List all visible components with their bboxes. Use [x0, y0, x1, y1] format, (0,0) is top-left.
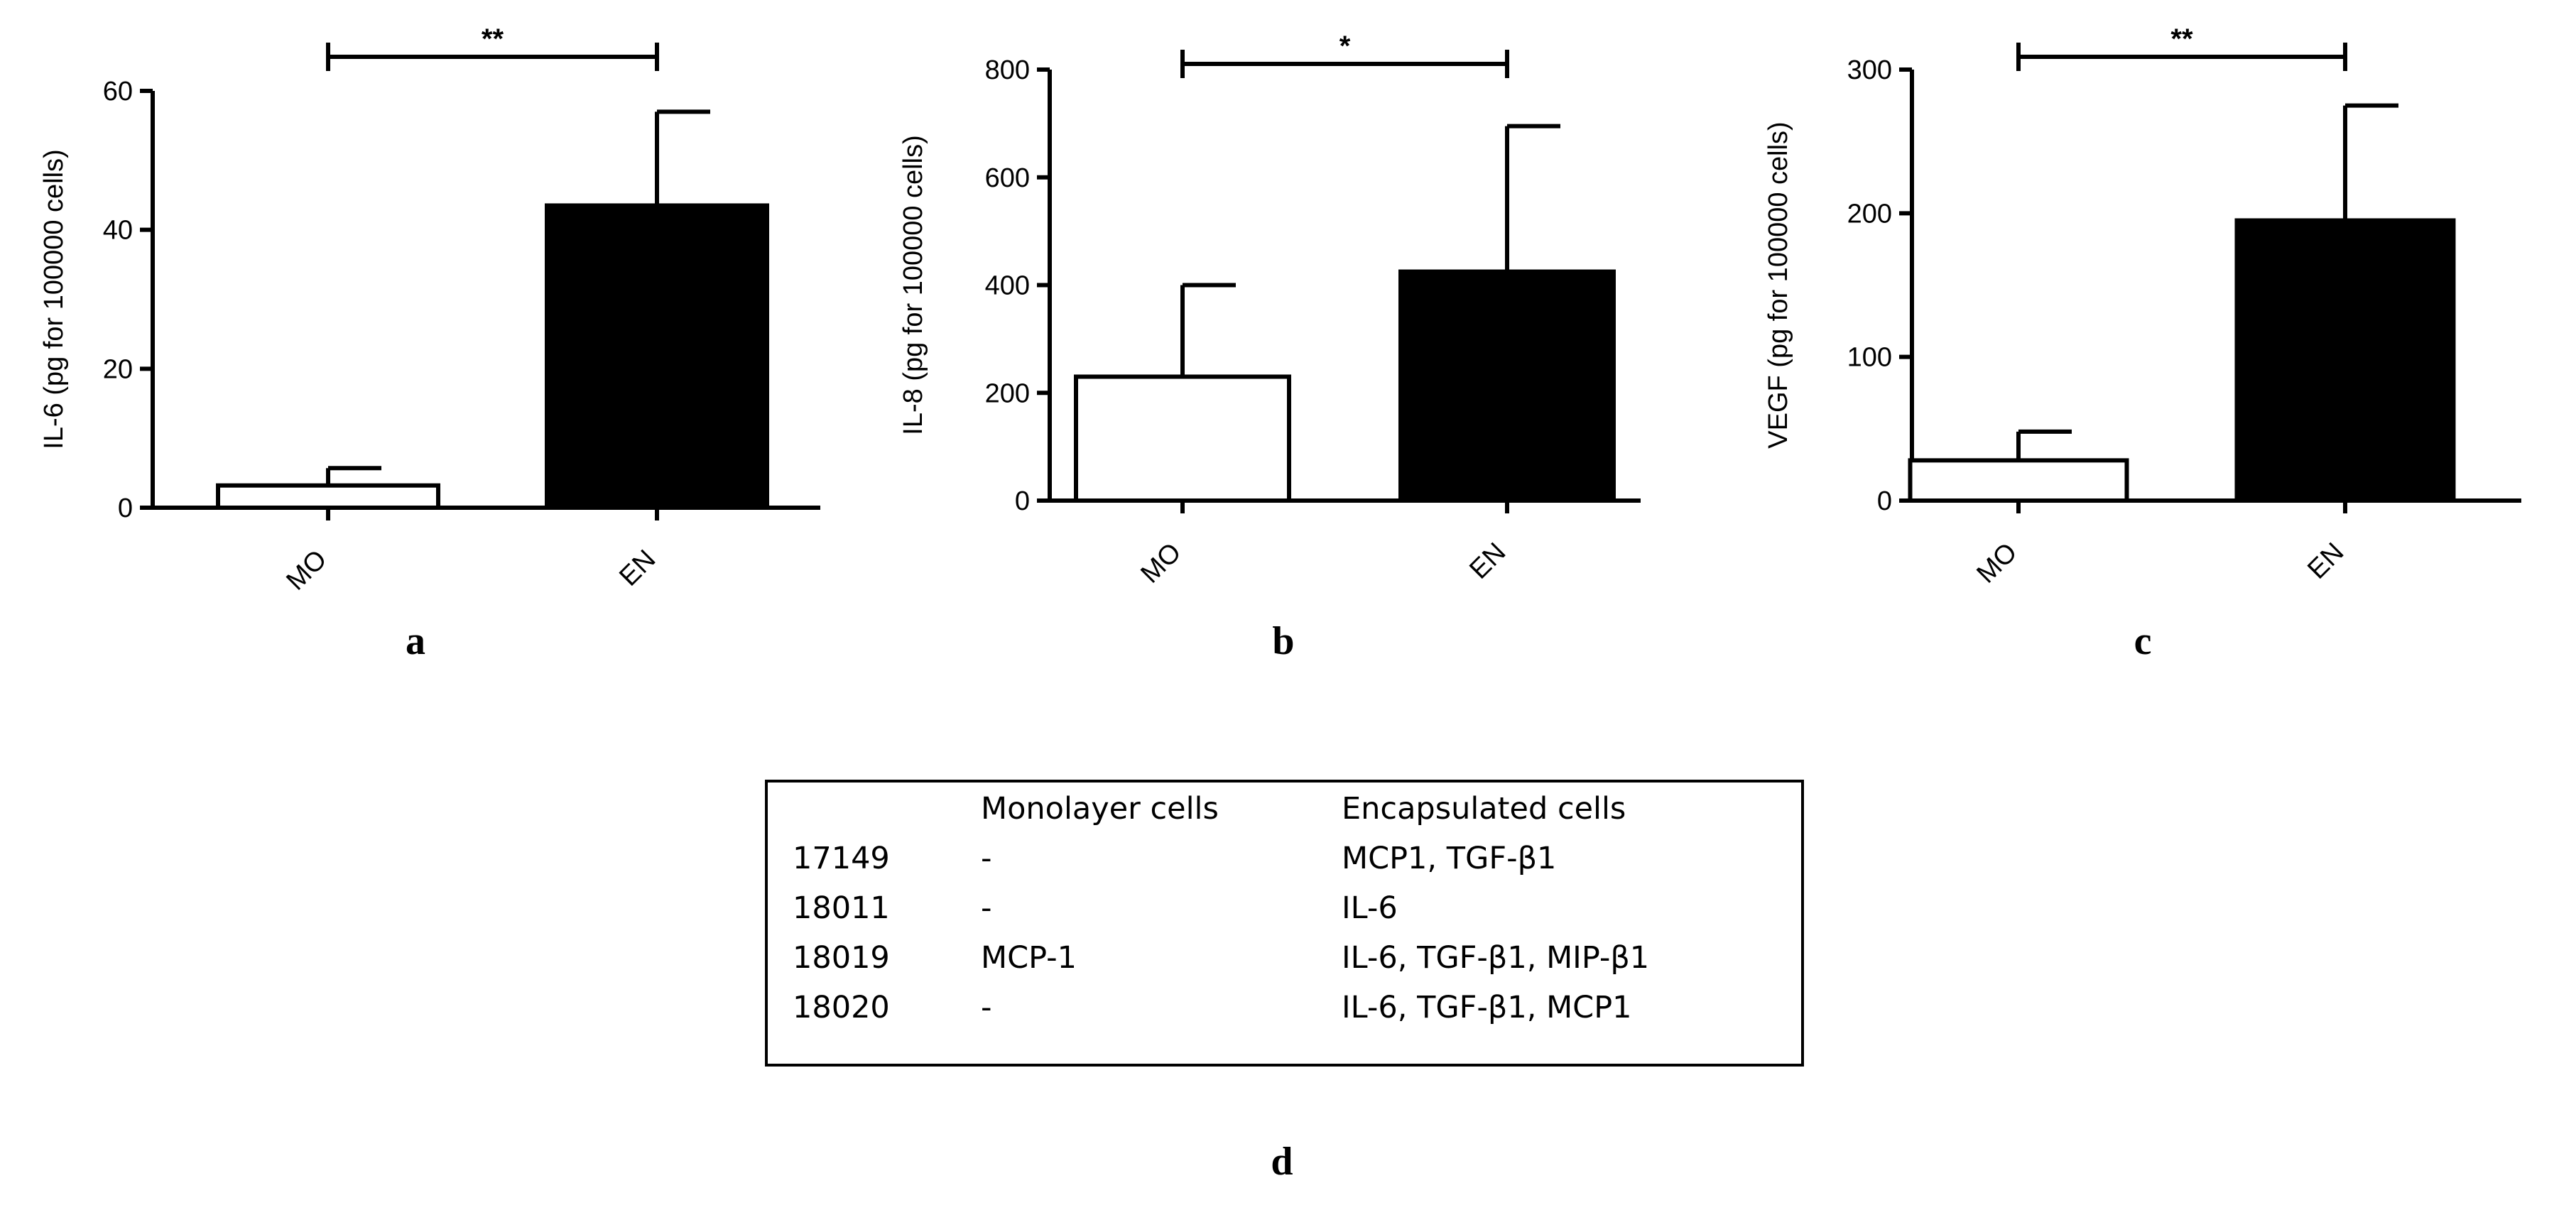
row-encapsulated: MCP1, TGF-β1 [1342, 841, 1557, 876]
y-axis-label: IL-8 (pg for 100000 cells) [898, 135, 928, 435]
chart-il8: 0 200 400 600 800 IL-8 (pg for 100000 cells) M… [898, 31, 1641, 589]
bar-mo [1908, 458, 2129, 503]
panel-letter-b: b [1272, 619, 1295, 663]
y-axis-label: IL-6 (pg for 100000 cells) [39, 149, 69, 449]
header-monolayer: Monolayer cells [981, 791, 1219, 827]
y-tick-label: 0 [1877, 486, 1892, 516]
header-encapsulated: Encapsulated cells [1342, 791, 1626, 827]
significance-label: ** [482, 23, 504, 55]
y-tick-label: 20 [103, 354, 133, 384]
y-tick-label: 40 [103, 216, 133, 246]
row-id: 18020 [793, 990, 890, 1025]
bar-en [1398, 269, 1616, 503]
row-monolayer: - [981, 990, 992, 1025]
y-tick-label: 0 [1015, 486, 1030, 516]
bar-en [545, 203, 769, 510]
bar-mo [1074, 374, 1291, 503]
x-tick-label: MO [1971, 538, 2023, 589]
y-tick-label: 60 [103, 77, 133, 107]
row-monolayer: - [981, 841, 992, 876]
cytokine-table: Monolayer cells Encapsulated cells 17149… [765, 780, 1804, 1067]
y-tick-label: 600 [985, 163, 1030, 193]
x-tick-label: MO [1135, 538, 1187, 589]
y-tick-label: 800 [985, 55, 1030, 85]
y-tick-label: 0 [118, 494, 133, 523]
panel-letter-d: d [1271, 1140, 1293, 1184]
panel-letter-a: a [406, 619, 425, 663]
row-id: 17149 [793, 841, 890, 876]
y-tick-label: 200 [1847, 199, 1892, 229]
y-axis-label: VEGF (pg for 100000 cells) [1763, 121, 1793, 448]
significance-label: ** [2170, 23, 2193, 55]
panel-letter-c: c [2134, 619, 2152, 663]
x-tick-label: EN [1464, 538, 1511, 585]
row-encapsulated: IL-6, TGF-β1, MCP1 [1342, 990, 1632, 1025]
y-tick-label: 400 [985, 271, 1030, 301]
chart-vegf: 0 100 200 300 VEGF (pg for 100000 cells) MO EN… [1763, 23, 2521, 589]
table-header-row: Monolayer cells Encapsulated cells [768, 791, 1801, 829]
table-row: 18020 - IL-6, TGF-β1, MCP1 [768, 990, 1801, 1028]
row-encapsulated: IL-6 [1342, 890, 1398, 926]
y-tick-label: 300 [1847, 55, 1892, 85]
x-tick-label: EN [2302, 538, 2349, 585]
table-row: 18019 MCP-1 IL-6, TGF-β1, MIP-β1 [768, 940, 1801, 978]
x-tick-label: MO [281, 545, 332, 596]
row-monolayer: - [981, 890, 992, 926]
bar-mo [216, 483, 440, 511]
y-tick-label: 200 [985, 378, 1030, 408]
bar-en [2234, 218, 2456, 503]
chart-il6: 0 20 40 60 IL-6 (pg for 100000 cells) MO EN ** [39, 23, 820, 596]
row-id: 18019 [793, 940, 890, 976]
x-tick-label: EN [614, 545, 661, 592]
row-encapsulated: IL-6, TGF-β1, MIP-β1 [1342, 940, 1650, 976]
significance-label: * [1339, 31, 1351, 62]
table-row: 18011 - IL-6 [768, 890, 1801, 929]
row-id: 18011 [793, 890, 890, 926]
table-row: 17149 - MCP1, TGF-β1 [768, 841, 1801, 879]
row-monolayer: MCP-1 [981, 940, 1077, 976]
y-tick-label: 100 [1847, 343, 1892, 373]
